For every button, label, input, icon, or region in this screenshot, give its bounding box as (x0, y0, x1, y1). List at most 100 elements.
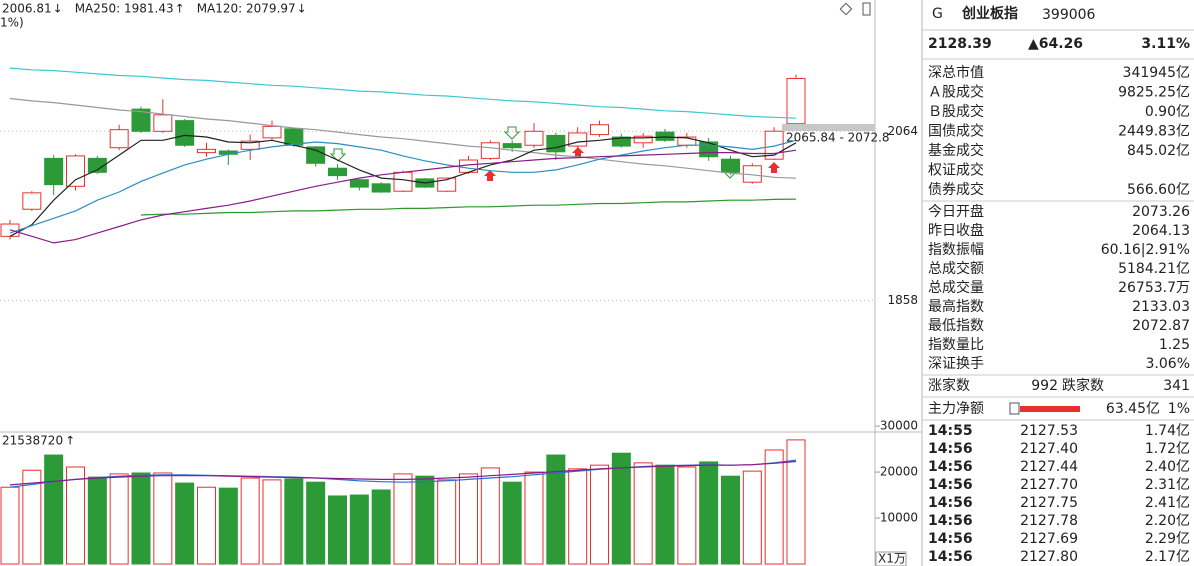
volume-bar (349, 494, 369, 565)
volume-bar (218, 487, 238, 565)
stat-label: 权证成交 (928, 162, 984, 179)
tick-time: 14:56 (928, 441, 973, 457)
stat-label: 基金成交 (928, 142, 984, 159)
stat-value: 5184.21亿 (1118, 261, 1190, 277)
candle-body (175, 120, 195, 146)
tick-time: 14:56 (928, 549, 973, 565)
toggle-icon[interactable] (862, 2, 871, 16)
y-tick-label: 1858 (887, 293, 918, 307)
volume-bar (87, 476, 107, 565)
volume-bar (611, 452, 631, 565)
volume-bar (371, 489, 391, 565)
stat-value: 60.16|2.91% (1101, 242, 1190, 258)
down-signal (329, 148, 347, 162)
candle-body (66, 155, 85, 187)
candle-body (262, 125, 282, 139)
volume-bar (721, 475, 740, 565)
stat-label: Ａ股成交 (928, 84, 984, 101)
volume-bar (459, 473, 478, 565)
volume-bar (175, 482, 195, 565)
ma-line (9, 149, 797, 244)
volume-bar (546, 454, 566, 565)
ma-line (9, 139, 797, 234)
volume-bar (415, 475, 435, 565)
candle-body (44, 157, 64, 186)
ma-arrow: ↓ (53, 2, 63, 16)
stat-value: 1.25 (1159, 337, 1190, 353)
candle-body (721, 158, 740, 173)
index-mark: G (932, 6, 943, 22)
down-signal (503, 126, 521, 140)
volume-bar (764, 449, 784, 565)
candle-body (393, 171, 413, 192)
tick-time: 14:56 (928, 513, 973, 529)
up-signal (572, 147, 584, 158)
tick-price: 2127.44 (1020, 459, 1078, 475)
stat-value: 2064.13 (1132, 223, 1190, 239)
flow-pct: 1% (1168, 401, 1190, 417)
candle-body (502, 143, 522, 149)
breadth-label: 跌家数 (1062, 377, 1104, 394)
stat-value: 9825.25亿 (1118, 85, 1190, 101)
tick-time: 14:56 (928, 477, 973, 493)
tick-volume: 2.41亿 (1145, 495, 1190, 511)
candle-body (611, 136, 631, 147)
y-tick-label: 20000 (880, 465, 918, 479)
stat-value: 2073.26 (1132, 204, 1190, 220)
volume-bar (153, 472, 173, 565)
volume-bar (480, 467, 500, 565)
tick-price: 2127.80 (1020, 549, 1078, 565)
stat-label: 最高指数 (928, 298, 984, 315)
volume-bar (633, 462, 653, 565)
volume-bar (502, 481, 522, 565)
candle-body (699, 141, 719, 158)
volume-bar (568, 468, 588, 565)
volume-bar (328, 495, 347, 565)
tick-price: 2127.70 (1020, 477, 1078, 493)
y-tick-label: 10000 (880, 511, 918, 525)
candle-body (524, 130, 544, 146)
volume-bar (437, 479, 457, 565)
signal-arrows (329, 126, 780, 181)
price-change: ▲64.26 (1028, 36, 1083, 52)
volume-bar (197, 486, 216, 565)
volume-bar (262, 479, 282, 565)
up-signal (484, 170, 496, 181)
tick-price: 2127.75 (1020, 495, 1078, 511)
volume-bar (742, 470, 762, 565)
candle-body (22, 192, 42, 210)
stat-value: 3.06% (1146, 356, 1190, 372)
volume-bar (590, 464, 609, 565)
candle-body (371, 183, 391, 193)
volume-bar (0, 486, 20, 565)
candle-body (109, 129, 129, 149)
tick-price: 2127.78 (1020, 513, 1078, 529)
stat-label: 总成交量 (928, 279, 984, 296)
stat-label: 深总市值 (928, 64, 984, 81)
candle-body (480, 142, 500, 159)
candle-body (590, 124, 609, 136)
stat-value: 2133.03 (1132, 299, 1190, 315)
flow-label: 主力净额 (928, 401, 984, 417)
ma-line (9, 67, 797, 119)
stat-value: 341945亿 (1123, 65, 1190, 81)
candle-body (240, 140, 260, 150)
index-code: 399006 (1042, 7, 1096, 23)
candle-body (786, 77, 806, 125)
volume-bar (131, 472, 151, 565)
candle-body (87, 157, 107, 173)
ma-line (9, 134, 797, 237)
ma-label: MA120: 2079.97 (197, 2, 296, 16)
decliners: 341 (1163, 378, 1190, 394)
volume-bar (22, 469, 42, 565)
volume-bar (240, 477, 260, 565)
volume-ma-line (9, 460, 797, 486)
candle-body (633, 135, 653, 144)
volume-bar (66, 466, 85, 565)
candle-body (328, 167, 347, 177)
stat-label: 深证换手 (928, 355, 984, 372)
candle-body (655, 131, 675, 141)
tick-time: 14:56 (928, 459, 973, 475)
stat-label: 最低指数 (928, 318, 984, 334)
diamond-icon[interactable] (839, 2, 853, 16)
